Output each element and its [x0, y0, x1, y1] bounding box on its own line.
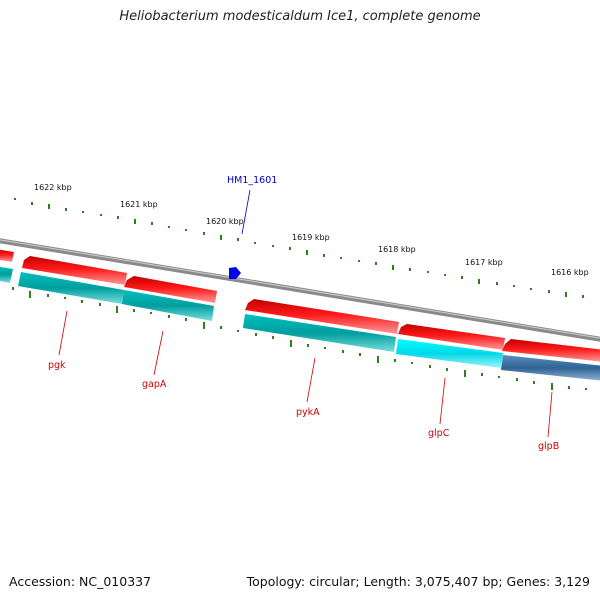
gene-block: [243, 314, 396, 352]
upper-ticks: [14, 198, 584, 298]
gene-labels: pgk gapA pykA glpC glpB: [48, 360, 559, 452]
lower-ticks: [12, 287, 587, 390]
gene-label-pykA: pykA: [296, 407, 320, 418]
genome-summary: Topology: circular; Length: 3,075,407 bp…: [246, 574, 590, 589]
accession-text: Accession: NC_010337: [9, 574, 152, 589]
gene-block: [18, 272, 124, 304]
gene-arrow: [398, 324, 505, 350]
gene-block: [501, 355, 600, 381]
gene-block: [396, 339, 503, 368]
gene-arrow: [22, 256, 127, 285]
kbp-label: 1620 kbp: [206, 217, 244, 226]
gene-block: [0, 266, 13, 283]
gene-label-pgk: pgk: [48, 360, 66, 371]
kbp-label: 1621 kbp: [120, 200, 158, 209]
gene-block: [122, 290, 214, 321]
gene-arrow: [502, 339, 600, 362]
feature-marker[interactable]: [229, 267, 241, 279]
map-title: Heliobacterium modesticaldum Ice1, compl…: [119, 9, 481, 24]
gene-label-glpB: glpB: [538, 441, 559, 452]
gene-label-gapA: gapA: [142, 379, 167, 390]
feature-label: HM1_1601: [227, 175, 277, 186]
kbp-labels: 1622 kbp 1621 kbp 1620 kbp 1619 kbp 1618…: [34, 183, 589, 277]
kbp-label: 1616 kbp: [551, 268, 589, 277]
gene-arrow: [124, 276, 217, 303]
reverse-strand-genes: [0, 266, 600, 381]
kbp-label: 1619 kbp: [292, 233, 330, 242]
gene-leader-lines: [58, 310, 553, 438]
feature-label-line: [241, 189, 251, 235]
gene-arrow: [0, 249, 14, 262]
kbp-label: 1618 kbp: [378, 245, 416, 254]
gene-arrow: [245, 299, 399, 334]
forward-strand-genes: [0, 249, 600, 362]
kbp-label: 1617 kbp: [465, 258, 503, 267]
gene-label-glpC: glpC: [428, 428, 450, 439]
backbone-ring-highlight: [0, 239, 600, 339]
backbone-ring: [0, 238, 600, 342]
kbp-label: 1622 kbp: [34, 183, 72, 192]
